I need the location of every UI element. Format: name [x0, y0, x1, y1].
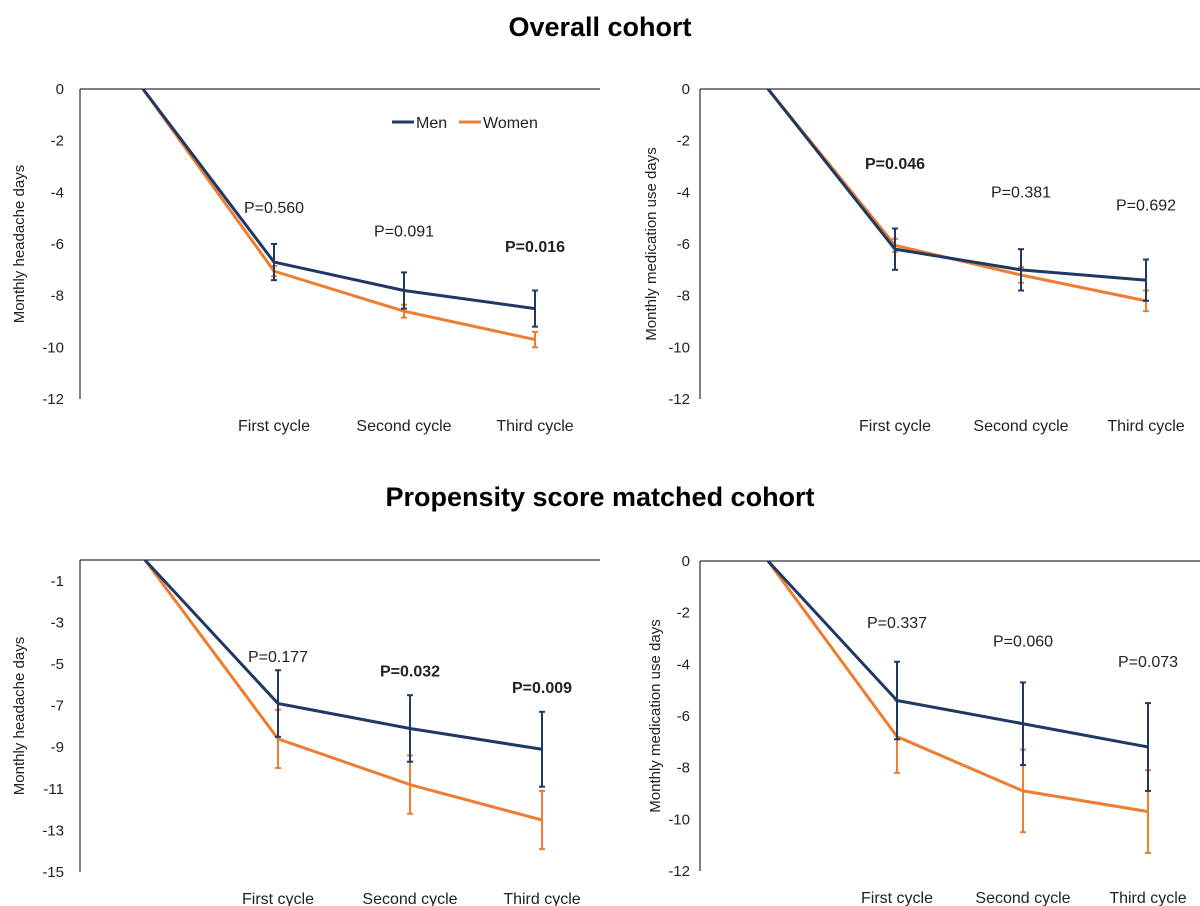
x-tick-label: Second cycle — [973, 418, 1068, 435]
error-bar-men — [275, 669, 281, 738]
chart-panel-2: -1 -3 -5 -7 -9 -11 -13 -15 Monthly headache days… — [11, 558, 600, 906]
series-line-women — [141, 88, 536, 342]
series-line-men — [766, 88, 1147, 282]
y-tick-label: -8 — [51, 288, 64, 305]
p-value-annotation: P=0.046 — [865, 156, 925, 173]
y-axis-label: Monthly headache days — [11, 165, 28, 323]
y-tick-label: 0 — [682, 81, 690, 98]
y-axis-label: Monthly headache days — [11, 637, 28, 795]
y-tick-label: -15 — [42, 864, 64, 881]
error-bar-men — [892, 227, 898, 271]
y-tick-label: 0 — [56, 81, 64, 98]
y-tick-label: -12 — [668, 391, 690, 408]
p-value-annotation: P=0.009 — [512, 680, 572, 697]
x-tick-label: First cycle — [859, 418, 931, 435]
error-bar-men — [1020, 681, 1026, 767]
y-tick-label: -10 — [668, 339, 690, 356]
y-tick-label: -4 — [677, 656, 690, 673]
y-tick-label: -8 — [677, 760, 690, 777]
x-tick-label: First cycle — [242, 891, 314, 906]
y-tick-label: -12 — [668, 863, 690, 880]
error-bar-men — [532, 289, 538, 328]
error-bar-men — [271, 243, 277, 282]
series-line-men — [143, 558, 543, 751]
p-value-annotation: P=0.692 — [1116, 197, 1176, 214]
p-value-annotation: P=0.032 — [380, 663, 440, 680]
error-bar-men — [894, 660, 900, 741]
x-tick-label: Third cycle — [496, 418, 573, 435]
p-value-annotation: P=0.381 — [991, 185, 1051, 202]
error-bar-women — [532, 330, 538, 349]
y-tick-label: -10 — [42, 339, 64, 356]
chart-panel-3: 0 -2 -4 -6 -8 -10 -12 Monthly medication use da… — [647, 553, 1200, 906]
y-tick-label: -6 — [51, 236, 64, 253]
chart-panel-0: 0 -2 -4 -6 -8 -10 -12 Monthly headache days Firs… — [11, 81, 600, 435]
y-tick-label: -9 — [51, 739, 64, 756]
x-tick-label: Third cycle — [1109, 890, 1186, 906]
y-axis-label: Monthly medication use days — [647, 619, 664, 812]
section-title-overall: Overall cohort — [508, 12, 692, 42]
error-bar-men — [407, 694, 413, 763]
error-bar-men — [1143, 258, 1149, 302]
error-bar-men — [401, 271, 407, 310]
y-tick-label: -11 — [43, 781, 64, 798]
y-tick-label: -13 — [42, 822, 64, 839]
legend-label-men: Men — [416, 115, 447, 132]
x-tick-label: First cycle — [238, 418, 310, 435]
x-tick-label: First cycle — [861, 890, 933, 906]
p-value-annotation: P=0.073 — [1118, 654, 1178, 671]
x-tick-label: Third cycle — [1107, 418, 1184, 435]
y-tick-label: -7 — [51, 698, 64, 715]
y-tick-label: -10 — [668, 811, 690, 828]
chart-panel-1: 0 -2 -4 -6 -8 -10 -12 Monthly medication use da… — [643, 81, 1200, 435]
p-value-annotation: P=0.091 — [374, 223, 434, 240]
series-line-men — [141, 88, 536, 311]
p-value-annotation: P=0.060 — [993, 633, 1053, 650]
series-line-women — [766, 560, 1149, 814]
error-bar-men — [539, 710, 545, 788]
y-tick-label: -6 — [677, 708, 690, 725]
y-tick-label: -2 — [677, 605, 690, 622]
p-value-annotation: P=0.177 — [248, 649, 308, 666]
y-tick-label: -8 — [677, 288, 690, 305]
x-tick-label: Second cycle — [356, 418, 451, 435]
x-tick-label: Third cycle — [503, 891, 580, 906]
error-bar-women — [539, 789, 545, 851]
y-tick-label: 0 — [682, 553, 690, 570]
legend-label-women: Women — [483, 115, 538, 132]
legend: Men Women — [392, 115, 538, 132]
p-value-annotation: P=0.560 — [244, 200, 304, 217]
y-tick-label: -4 — [677, 184, 690, 201]
y-tick-label: -12 — [42, 391, 64, 408]
p-value-annotation: P=0.337 — [867, 615, 927, 632]
y-tick-label: -5 — [51, 656, 64, 673]
series-line-women — [143, 559, 543, 822]
section-title-matched: Propensity score matched cohort — [385, 482, 815, 512]
y-tick-label: -2 — [677, 133, 690, 150]
y-tick-label: -3 — [51, 614, 64, 631]
series-line-men — [766, 559, 1149, 749]
y-axis-label: Monthly medication use days — [643, 147, 660, 340]
error-bar-men — [1145, 702, 1151, 792]
error-bar-men — [1018, 248, 1024, 292]
y-tick-label: -4 — [51, 184, 64, 201]
y-tick-label: -2 — [51, 133, 64, 150]
series-line-women — [766, 88, 1147, 303]
y-tick-label: -1 — [51, 573, 64, 590]
p-value-annotation: P=0.016 — [505, 239, 565, 256]
x-tick-label: Second cycle — [975, 890, 1070, 906]
y-tick-label: -6 — [677, 236, 690, 253]
x-tick-label: Second cycle — [362, 891, 457, 906]
